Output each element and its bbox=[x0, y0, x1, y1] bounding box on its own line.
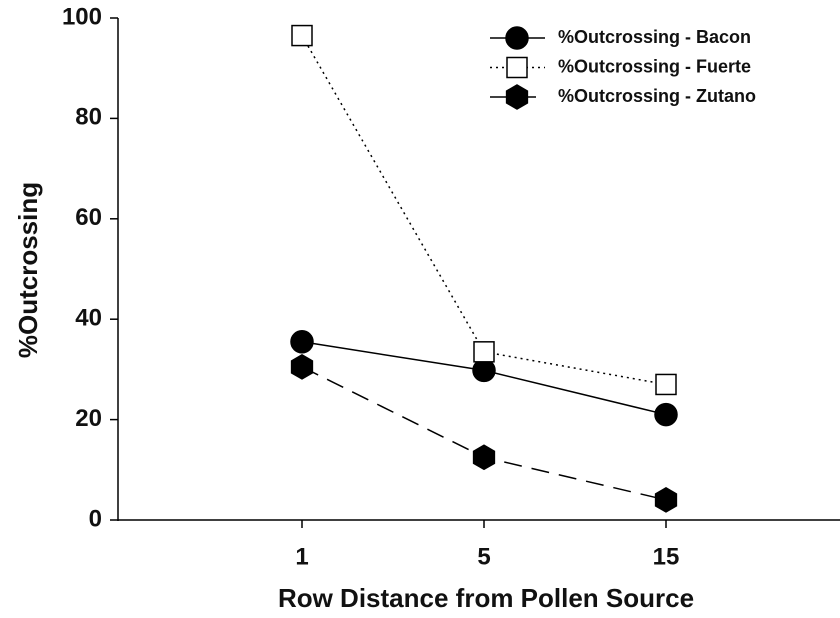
data-point bbox=[290, 354, 314, 380]
series-line bbox=[301, 35, 667, 386]
series-line bbox=[301, 366, 667, 501]
y-tick-label: 40 bbox=[75, 305, 102, 332]
y-axis-label: %Outcrossing bbox=[13, 182, 43, 358]
x-tick-label: 1 bbox=[295, 543, 308, 570]
x-tick-label: 5 bbox=[477, 543, 490, 570]
y-tick-label: 80 bbox=[75, 104, 102, 131]
y-tick-label: 60 bbox=[75, 204, 102, 231]
data-point bbox=[291, 24, 313, 47]
data-point bbox=[290, 330, 314, 354]
data-point bbox=[472, 358, 496, 383]
x-axis-label: Row Distance from Pollen Source bbox=[278, 583, 694, 613]
legend-label: %Outcrossing - Zutano bbox=[558, 86, 756, 106]
legend-marker bbox=[505, 84, 529, 110]
x-tick-label: 15 bbox=[653, 543, 680, 570]
y-tick-label: 20 bbox=[75, 405, 102, 432]
data-point bbox=[654, 487, 678, 513]
y-tick-label: 0 bbox=[89, 505, 102, 532]
data-point bbox=[655, 373, 677, 396]
data-point bbox=[654, 402, 678, 427]
y-tick-label: 100 bbox=[62, 3, 102, 30]
legend-marker bbox=[506, 56, 528, 79]
data-point bbox=[473, 341, 495, 363]
legend-marker bbox=[505, 26, 529, 50]
legend-label: %Outcrossing - Bacon bbox=[558, 27, 751, 47]
legend-label: %Outcrossing - Fuerte bbox=[558, 56, 751, 76]
data-point bbox=[472, 444, 496, 471]
